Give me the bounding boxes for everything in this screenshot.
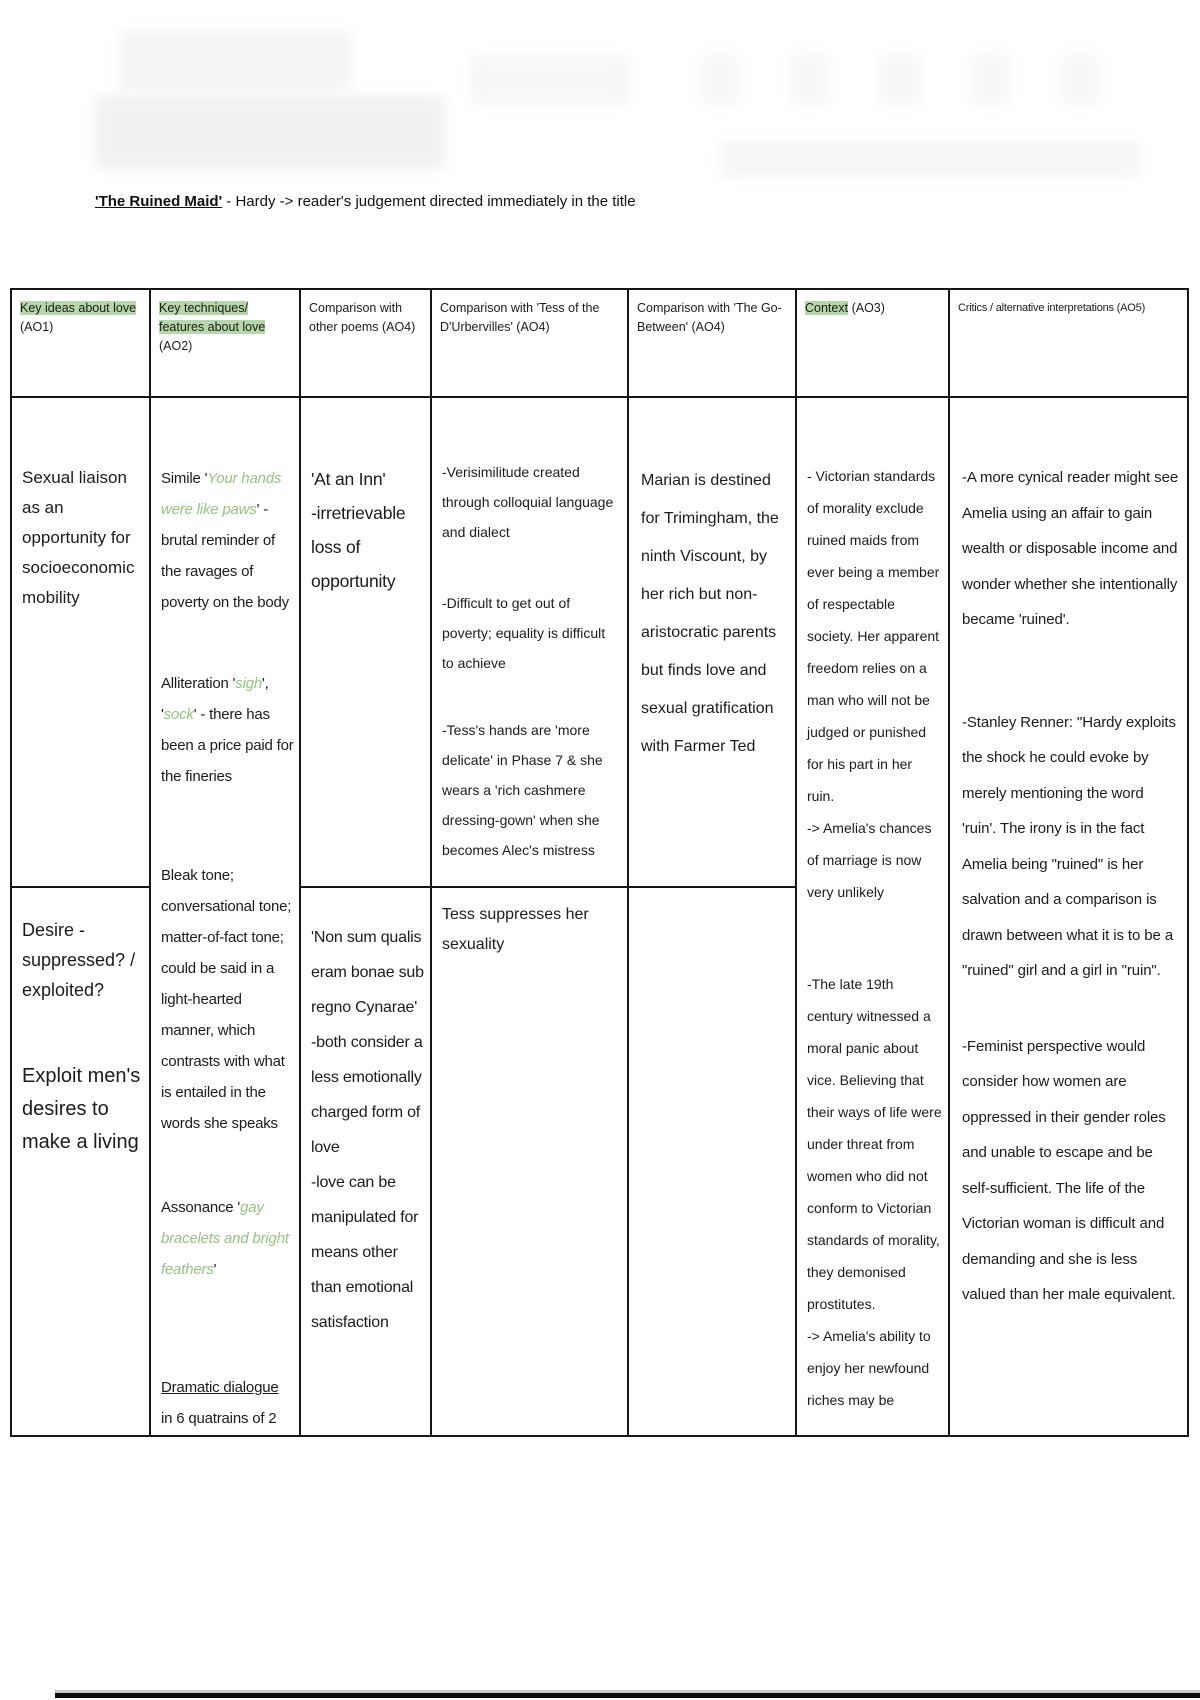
technique-tone: Bleak tone; conversational tone; matter-…: [161, 867, 292, 1132]
technique-alliteration: Alliteration 'sigh', 'sock' - there has …: [161, 668, 295, 792]
simile-label: Simile ': [161, 470, 208, 487]
header-go-between-label: Comparison with 'The Go-Between' (AO4): [637, 301, 782, 334]
header-go-between: Comparison with 'The Go-Between' (AO4): [629, 290, 795, 396]
cell-tess-row2: Tess suppresses her sexuality: [432, 888, 627, 1435]
key-ideas-desire: Desire - suppressed? / exploited?: [22, 920, 136, 1000]
header-key-ideas-highlight: Key ideas about love: [20, 301, 137, 315]
key-ideas-exploit: Exploit men's desires to make a living: [22, 1065, 141, 1153]
critics-point-3: -Feminist perspective would consider how…: [962, 1037, 1176, 1304]
header-tess-label: Comparison with 'Tess of the D'Urbervill…: [440, 301, 600, 334]
cell-go-between-row2-empty: [629, 888, 795, 1435]
header-other-poems: Comparison with other poems (AO4): [301, 290, 430, 396]
header-techniques: Key techniques/ features about love (AO2…: [151, 290, 299, 396]
scan-edge-shadow: [55, 1690, 1200, 1693]
header-context-ao: (AO3): [848, 301, 885, 315]
cell-key-ideas-row2: Desire - suppressed? / exploited? Exploi…: [12, 888, 149, 1435]
cell-tess-row1: -Verisimilitude created through colloqui…: [432, 398, 627, 886]
cell-techniques: Simile 'Your hands were like paws' - bru…: [151, 398, 299, 1435]
document-title: 'The Ruined Maid' - Hardy -> reader's ju…: [95, 193, 636, 210]
assonance-label: Assonance ': [161, 1199, 241, 1216]
title-annotation: - Hardy -> reader's judgement directed i…: [222, 193, 636, 210]
assonance-close-quote: ': [213, 1261, 217, 1278]
scan-artifact: [970, 52, 1010, 107]
cell-go-between-row1: Marian is destined for Trimingham, the n…: [629, 398, 795, 886]
poem-title: 'The Ruined Maid': [95, 193, 223, 210]
scan-artifact: [720, 140, 1140, 178]
context-point-2: -The late 19th century witnessed a moral…: [807, 976, 942, 1408]
dramatic-dialogue-rest: in 6 quatrains of 2: [161, 1410, 277, 1427]
critics-point-1: -A more cynical reader might see Amelia …: [962, 469, 1179, 628]
tess-point-1: -Verisimilitude created through colloqui…: [442, 464, 614, 540]
alliteration-label: Alliteration ': [161, 675, 236, 692]
cell-context: - Victorian standards of morality exclud…: [797, 398, 948, 1435]
header-other-poems-label: Comparison with other poems (AO4): [309, 301, 416, 334]
header-context: Context (AO3): [797, 290, 948, 396]
context-point-1: - Victorian standards of morality exclud…: [807, 468, 940, 900]
header-critics-label: Critics / alternative interpretations (A…: [958, 302, 1146, 314]
assonance-quote: gay bracelets and bright feathers: [161, 1199, 289, 1278]
tess-point-2: -Difficult to get out of poverty; equali…: [442, 595, 606, 671]
cell-other-poems-row2: 'Non sum qualis eram bonae sub regno Cyn…: [301, 888, 430, 1435]
header-key-ideas-ao: (AO1): [20, 320, 54, 334]
scan-artifact: [700, 52, 740, 107]
alliteration-quote-1: sigh: [235, 675, 262, 692]
alliteration-comment: ' - there has been a price paid for the …: [161, 706, 294, 785]
header-techniques-highlight: Key techniques/ features about love: [159, 301, 266, 334]
tess-point-3: -Tess's hands are 'more delicate' in Pha…: [442, 722, 603, 858]
scan-artifact: [790, 52, 830, 107]
technique-dialogue: Dramatic dialogue in 6 quatrains of 2: [161, 1372, 295, 1434]
scan-artifact: [95, 95, 445, 170]
header-tess: Comparison with 'Tess of the D'Urbervill…: [432, 290, 627, 396]
technique-assonance: Assonance 'gay bracelets and bright feat…: [161, 1192, 295, 1285]
cell-other-poems-row1: 'At an Inn' -irretrievable loss of oppor…: [301, 398, 430, 886]
scan-artifact: [880, 52, 920, 107]
scan-edge-bar: [55, 1693, 1200, 1698]
simile-quote: Your hands were like paws: [161, 470, 282, 518]
header-techniques-ao: (AO2): [159, 339, 193, 353]
scan-artifact: [1060, 52, 1100, 107]
scan-artifact: [120, 30, 350, 90]
header-critics: Critics / alternative interpretations (A…: [950, 290, 1187, 396]
alliteration-separator: ', ': [161, 675, 269, 723]
header-key-ideas: Key ideas about love (AO1): [12, 290, 149, 396]
cell-key-ideas-row1: Sexual liaison as an opportunity for soc…: [12, 398, 149, 886]
notes-table: Key ideas about love (AO1) Key technique…: [10, 288, 1189, 1437]
header-context-highlight: Context: [805, 301, 849, 315]
technique-simile: Simile 'Your hands were like paws' - bru…: [161, 463, 295, 618]
critics-point-2: -Stanley Renner: "Hardy exploits the sho…: [962, 713, 1176, 980]
scan-artifact: [470, 55, 630, 105]
dramatic-dialogue-underlined: Dramatic dialogue: [161, 1379, 279, 1396]
cell-critics: -A more cynical reader might see Amelia …: [950, 398, 1187, 1435]
alliteration-quote-2: sock: [163, 706, 194, 723]
simile-comment: ' - brutal reminder of the ravages of po…: [161, 501, 289, 611]
